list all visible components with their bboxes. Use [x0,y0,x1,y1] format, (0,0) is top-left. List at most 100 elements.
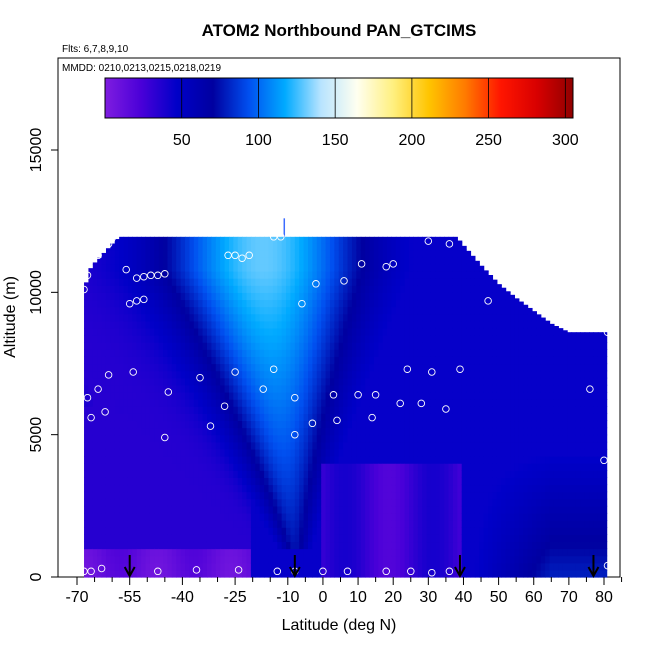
heatmap-cell [163,299,169,308]
heatmap-cell [255,256,261,265]
heatmap-cell [255,498,261,507]
heatmap-cell [228,384,234,393]
heatmap-cell [163,391,169,400]
heatmap-cell [136,477,142,486]
heatmap-cell [228,363,234,372]
heatmap-cell [308,377,313,386]
heatmap-cell [228,391,234,400]
heatmap-cell [136,363,142,372]
heatmap-cell [369,292,375,301]
heatmap-cell [299,448,305,457]
heatmap-cell [488,512,494,521]
heatmap-cell [527,335,533,343]
heatmap-cell [145,434,151,443]
heatmap-cell [466,555,472,564]
heatmap-cell [97,278,103,286]
heatmap-cell [220,370,226,379]
heatmap-cell [141,384,147,393]
heatmap-cell [299,456,305,464]
heatmap-cell [127,413,133,422]
heatmap-cell [149,427,155,436]
heatmap-cell [365,370,371,379]
heatmap-cell [193,320,199,329]
heatmap-cell [242,520,248,528]
heatmap-cell [97,491,103,500]
heatmap-cell [149,285,155,293]
heatmap-cell [211,292,217,301]
heatmap-cell [496,463,502,471]
heatmap-cell [250,441,256,450]
heatmap-cell [136,285,142,293]
heatmap-cell [373,384,379,393]
heatmap-cell [110,313,116,322]
heatmap-cell [119,356,125,365]
heatmap-cell [549,427,555,436]
heatmap-cell [549,384,555,393]
heatmap-cell [193,285,199,293]
heatmap-cell [523,477,529,486]
heatmap-cell [321,456,327,464]
heatmap-cell [84,463,90,471]
heatmap-cell [413,420,419,429]
heatmap-cell [369,278,375,286]
heatmap-cell [211,456,217,464]
heatmap-cell [163,370,169,379]
heatmap-cell [360,527,366,535]
heatmap-cell [395,463,401,471]
heatmap-cell [237,306,243,315]
heatmap-cell [312,477,318,486]
heatmap-cell [308,520,313,528]
heatmap-cell [378,377,384,386]
heatmap-cell [233,534,239,543]
heatmap-cell [163,313,169,322]
heatmap-cell [343,448,349,457]
heatmap-cell [518,313,524,322]
heatmap-cell [127,534,133,543]
heatmap-cell [387,242,393,251]
heatmap-cell [483,569,489,578]
heatmap-cell [426,313,432,322]
heatmap-cell [518,463,524,471]
heatmap-cell [321,342,327,350]
heatmap-cell [167,270,173,279]
heatmap-cell [136,349,142,357]
heatmap-cell [430,363,436,372]
heatmap-cell [422,370,428,379]
heatmap-cell [382,399,388,407]
heatmap-cell [202,470,208,478]
heatmap-cell [198,491,204,500]
heatmap-cell [237,356,243,365]
heatmap-cell [163,470,169,478]
heatmap-cell [149,541,155,550]
heatmap-cell [185,491,191,500]
heatmap-cell [105,335,111,343]
heatmap-cell [378,242,384,251]
heatmap-cell [470,527,476,535]
heatmap-cell [479,363,485,372]
heatmap-cell [250,477,256,486]
heatmap-cell [444,463,450,471]
heatmap-cell [422,242,428,251]
heatmap-cell [351,505,357,514]
heatmap-cell [250,470,256,478]
heatmap-cell [228,299,234,308]
heatmap-cell [343,391,349,400]
heatmap-cell [514,520,520,528]
heatmap-cell [141,406,147,414]
heatmap-cell [347,285,353,293]
heatmap-cell [321,236,327,244]
heatmap-cell [347,313,353,322]
heatmap-cell [114,256,120,265]
heatmap-cell [518,434,524,443]
heatmap-cell [158,256,164,265]
heatmap-cell [329,477,335,486]
heatmap-cell [211,427,217,436]
heatmap-cell [312,363,318,372]
heatmap-cell [303,249,309,258]
heatmap-cell [237,434,243,443]
heatmap-cell [316,270,322,279]
heatmap-cell [413,569,419,578]
heatmap-cell [259,299,265,308]
heatmap-cell [488,463,494,471]
heatmap-cell [527,420,533,429]
